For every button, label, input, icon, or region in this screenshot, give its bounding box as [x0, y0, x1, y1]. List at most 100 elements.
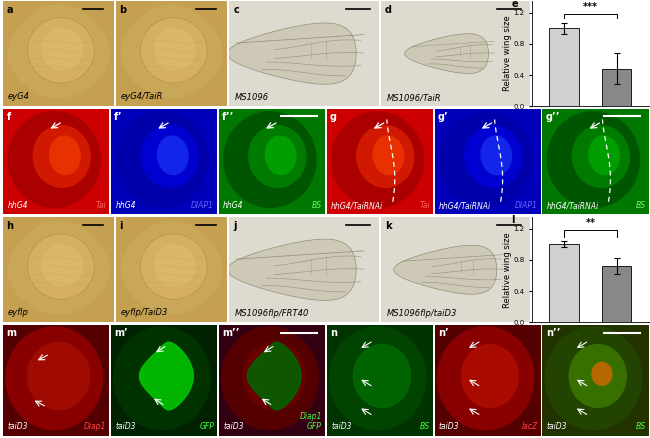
- Text: hhG4/TaiRNAi: hhG4/TaiRNAi: [547, 201, 599, 210]
- Ellipse shape: [592, 362, 612, 386]
- Text: BS: BS: [312, 201, 322, 210]
- Ellipse shape: [28, 18, 94, 83]
- Text: l: l: [512, 215, 515, 225]
- Ellipse shape: [27, 342, 90, 410]
- Ellipse shape: [588, 135, 620, 175]
- Text: f’’: f’’: [222, 112, 235, 122]
- Polygon shape: [122, 221, 222, 314]
- Text: MS1096flp/taiD3: MS1096flp/taiD3: [387, 309, 457, 318]
- Text: n’: n’: [438, 328, 448, 339]
- Text: hhG4/TaiRNAi: hhG4/TaiRNAi: [439, 201, 491, 210]
- Text: eyG4: eyG4: [8, 92, 30, 101]
- Polygon shape: [8, 5, 109, 98]
- Ellipse shape: [372, 135, 404, 175]
- Polygon shape: [227, 23, 356, 84]
- Ellipse shape: [571, 125, 630, 188]
- Text: eyflp/TaiD3: eyflp/TaiD3: [120, 308, 168, 317]
- Ellipse shape: [221, 326, 318, 430]
- Text: BS: BS: [420, 422, 430, 431]
- Text: g’: g’: [438, 112, 448, 122]
- Text: ***: ***: [583, 2, 598, 12]
- Ellipse shape: [28, 234, 94, 299]
- Text: hhG4: hhG4: [223, 201, 244, 210]
- Text: c: c: [233, 5, 239, 15]
- Text: DIAP1: DIAP1: [515, 201, 538, 210]
- Polygon shape: [248, 342, 301, 410]
- Text: hhG4: hhG4: [115, 201, 136, 210]
- Ellipse shape: [480, 135, 512, 175]
- Polygon shape: [227, 239, 356, 300]
- Ellipse shape: [464, 125, 523, 188]
- Ellipse shape: [545, 326, 642, 430]
- Text: a: a: [6, 5, 13, 15]
- Bar: [549, 28, 578, 106]
- Ellipse shape: [140, 18, 207, 83]
- Bar: [603, 266, 632, 322]
- Polygon shape: [405, 34, 488, 74]
- Text: eyG4/TaiR: eyG4/TaiR: [120, 92, 163, 101]
- Ellipse shape: [5, 326, 103, 430]
- Text: d: d: [385, 5, 392, 15]
- Ellipse shape: [140, 125, 199, 188]
- Y-axis label: Relative wing size: Relative wing size: [503, 232, 512, 307]
- Text: **: **: [586, 218, 595, 228]
- Polygon shape: [122, 5, 222, 98]
- Polygon shape: [8, 221, 109, 314]
- Text: h: h: [6, 221, 14, 231]
- Text: b: b: [120, 5, 127, 15]
- Text: taiD3: taiD3: [547, 422, 567, 431]
- Text: lacZ: lacZ: [521, 422, 538, 431]
- Ellipse shape: [331, 111, 424, 208]
- Ellipse shape: [223, 111, 317, 208]
- Text: MS1096/TaiR: MS1096/TaiR: [387, 93, 441, 102]
- Text: hhG4/TaiRNAi: hhG4/TaiRNAi: [331, 201, 383, 210]
- Ellipse shape: [41, 28, 83, 71]
- Text: f: f: [6, 112, 10, 122]
- Ellipse shape: [547, 111, 640, 208]
- Ellipse shape: [353, 344, 411, 408]
- Text: taiD3: taiD3: [331, 422, 352, 431]
- Ellipse shape: [569, 344, 627, 408]
- Polygon shape: [140, 342, 193, 410]
- Text: f’: f’: [114, 112, 123, 122]
- Ellipse shape: [113, 326, 211, 430]
- Polygon shape: [394, 245, 497, 294]
- Text: MS1096: MS1096: [235, 93, 269, 102]
- Text: taiD3: taiD3: [223, 422, 244, 431]
- Text: n’’: n’’: [545, 328, 560, 339]
- Text: Tai: Tai: [96, 201, 107, 210]
- Ellipse shape: [41, 244, 83, 286]
- Ellipse shape: [461, 344, 519, 408]
- Ellipse shape: [248, 125, 307, 188]
- Text: taiD3: taiD3: [115, 422, 136, 431]
- Ellipse shape: [49, 135, 81, 175]
- Text: MS1096flp/FRT40: MS1096flp/FRT40: [235, 309, 309, 318]
- Text: taiD3: taiD3: [8, 422, 28, 431]
- Ellipse shape: [356, 125, 415, 188]
- Text: e: e: [512, 0, 518, 9]
- Ellipse shape: [115, 111, 209, 208]
- Ellipse shape: [154, 28, 196, 71]
- Bar: [603, 69, 632, 106]
- Ellipse shape: [8, 111, 101, 208]
- Text: n: n: [330, 328, 337, 339]
- Text: eyflp: eyflp: [8, 308, 29, 317]
- Text: g’’: g’’: [545, 112, 560, 122]
- Text: Tai: Tai: [419, 201, 430, 210]
- Text: DIAP1: DIAP1: [191, 201, 214, 210]
- Text: GFP: GFP: [200, 422, 214, 431]
- Bar: [549, 244, 578, 322]
- Text: m’’: m’’: [222, 328, 240, 339]
- Ellipse shape: [329, 326, 426, 430]
- Text: (MS1096>): (MS1096>): [571, 144, 610, 151]
- Ellipse shape: [32, 125, 91, 188]
- Text: j: j: [233, 221, 237, 231]
- Ellipse shape: [140, 234, 207, 299]
- Text: taiD3: taiD3: [439, 422, 460, 431]
- Text: g: g: [330, 112, 337, 122]
- Text: BS: BS: [636, 422, 645, 431]
- Y-axis label: Relative wing size: Relative wing size: [503, 16, 512, 92]
- Text: hhG4: hhG4: [8, 201, 28, 210]
- Text: Diap1
GFP: Diap1 GFP: [300, 412, 322, 431]
- Text: (MS1096
flp>): (MS1096 flp>): [575, 360, 606, 374]
